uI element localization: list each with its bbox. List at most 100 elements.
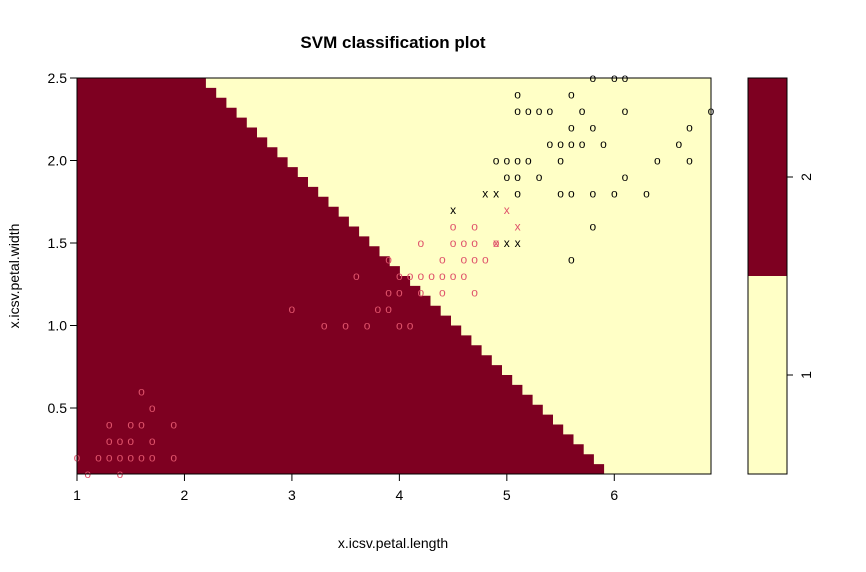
data-point: o (170, 418, 177, 432)
x-tick-label: 4 (395, 487, 403, 503)
data-point: o (439, 286, 446, 300)
data-point: o (170, 451, 177, 465)
class-legend: 21 (747, 77, 814, 475)
data-point: o (675, 137, 682, 151)
data-point: o (536, 104, 543, 118)
data-point: o (127, 418, 134, 432)
data-point: o (471, 286, 478, 300)
data-point: o (149, 451, 156, 465)
data-point: o (450, 269, 457, 283)
data-point: o (138, 385, 145, 399)
data-point: o (557, 137, 564, 151)
data-point: o (396, 286, 403, 300)
data-point: o (568, 187, 575, 201)
data-point: o (418, 236, 425, 250)
data-point: o (568, 253, 575, 267)
data-point: o (514, 170, 521, 184)
data-point: o (622, 104, 629, 118)
data-point: o (460, 269, 467, 283)
x-tick-label: 1 (73, 487, 81, 503)
data-point: o (117, 451, 124, 465)
data-point: o (654, 154, 661, 168)
data-point: o (493, 154, 500, 168)
data-point: o (503, 154, 510, 168)
data-point: o (579, 137, 586, 151)
chart-title: SVM classification plot (300, 33, 485, 52)
data-point: o (138, 418, 145, 432)
x-tick-label: 3 (288, 487, 296, 503)
data-point: x (515, 220, 521, 234)
y-tick-label: 2.5 (48, 70, 68, 86)
data-point: o (579, 104, 586, 118)
data-point: o (375, 302, 382, 316)
data-point: o (611, 187, 618, 201)
data-point: o (321, 319, 328, 333)
data-point: o (589, 220, 596, 234)
data-point: o (418, 286, 425, 300)
data-point: o (385, 253, 392, 267)
data-point: o (589, 187, 596, 201)
data-point: o (525, 154, 532, 168)
data-point: o (364, 319, 371, 333)
data-point: o (396, 269, 403, 283)
data-point: o (428, 269, 435, 283)
data-point: o (589, 121, 596, 135)
data-point: o (557, 154, 564, 168)
data-point: x (515, 236, 521, 250)
data-point: o (471, 220, 478, 234)
data-point: o (149, 434, 156, 448)
data-point: o (289, 302, 296, 316)
data-point: o (568, 121, 575, 135)
data-point: o (127, 451, 134, 465)
data-point: o (471, 253, 478, 267)
data-point: o (407, 269, 414, 283)
x-tick-label: 6 (610, 487, 618, 503)
data-point: o (439, 253, 446, 267)
x-tick-label: 2 (181, 487, 189, 503)
data-point: o (407, 319, 414, 333)
data-point: o (686, 154, 693, 168)
data-point: o (525, 104, 532, 118)
data-point: o (514, 187, 521, 201)
data-point: o (418, 269, 425, 283)
y-tick-label: 2.0 (48, 153, 68, 169)
data-point: o (514, 154, 521, 168)
class-2-region (77, 78, 615, 474)
data-point: x (504, 236, 510, 250)
y-tick-label: 1.5 (48, 235, 68, 251)
data-point: o (95, 451, 102, 465)
data-point: o (106, 418, 113, 432)
legend-swatch (748, 276, 787, 474)
data-point: o (514, 104, 521, 118)
data-point: x (504, 203, 510, 217)
data-point: x (493, 236, 499, 250)
legend-frame (747, 77, 788, 475)
data-point: o (138, 451, 145, 465)
y-tick-label: 1.0 (48, 318, 68, 334)
x-axis-ticks: 1 2 3 4 5 6 (73, 474, 618, 503)
x-tick-label: 5 (503, 487, 511, 503)
data-point: o (686, 121, 693, 135)
data-point: o (127, 434, 134, 448)
data-point: o (503, 170, 510, 184)
legend-swatch (748, 78, 787, 276)
data-point: x (482, 187, 488, 201)
y-axis-ticks: 0.5 1.0 1.5 2.0 2.5 (48, 70, 77, 416)
data-point: o (493, 236, 500, 250)
x-axis-label: x.icsv.petal.length (338, 535, 448, 551)
data-point: o (353, 269, 360, 283)
data-point: o (557, 187, 564, 201)
data-point: x (493, 187, 499, 201)
data-point: o (568, 88, 575, 102)
data-point: o (149, 401, 156, 415)
y-tick-label: 0.5 (48, 400, 68, 416)
data-point: o (385, 286, 392, 300)
data-point: o (643, 187, 650, 201)
data-point: o (117, 434, 124, 448)
data-point: o (460, 253, 467, 267)
data-point: x (450, 203, 456, 217)
data-point: o (600, 137, 607, 151)
